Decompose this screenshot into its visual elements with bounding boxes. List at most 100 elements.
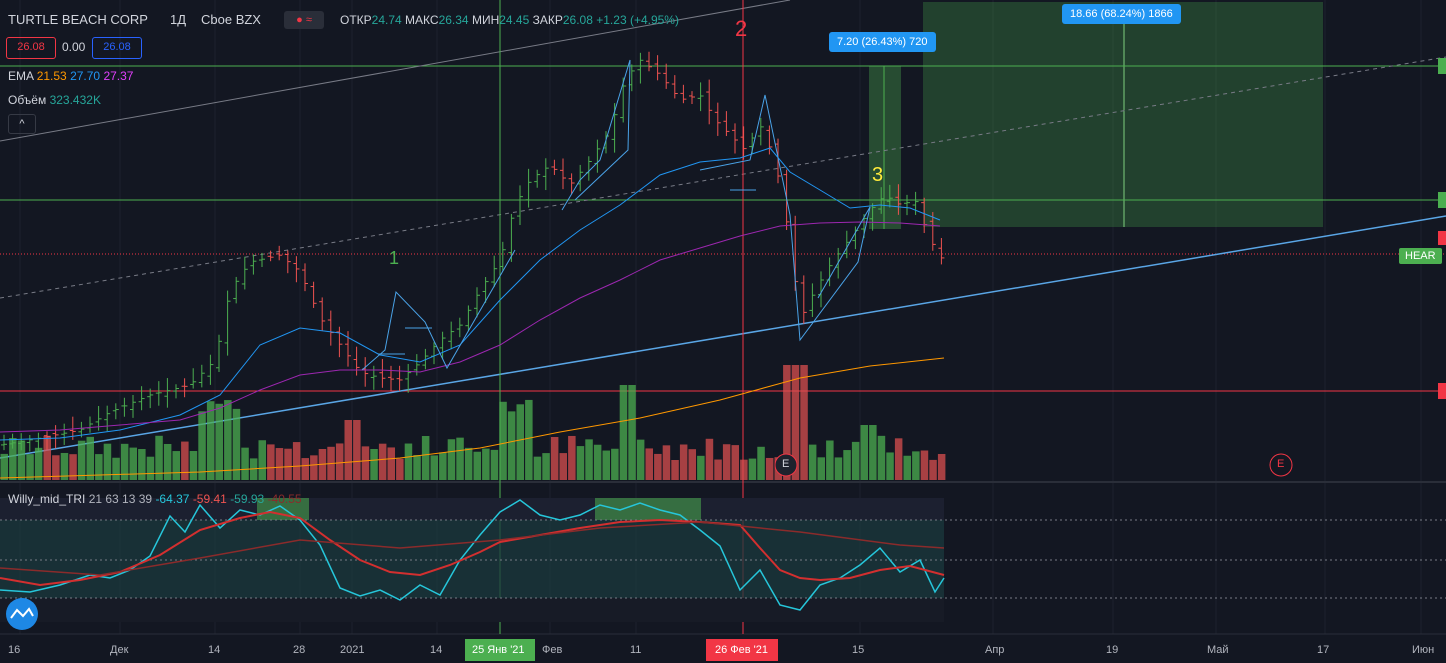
volume-bar <box>757 446 765 480</box>
ema-label[interactable]: EMA <box>8 69 34 83</box>
volume-bar <box>387 447 395 480</box>
volume-bar <box>26 454 34 480</box>
volume-bar <box>292 442 301 480</box>
volume-bar <box>602 450 610 480</box>
x-tick: 14 <box>208 644 221 656</box>
high-label: МАКС <box>405 13 439 27</box>
volume-bar <box>929 459 937 480</box>
wave-drawing-2 <box>561 59 631 211</box>
indicator-value-1: -64.37 <box>155 492 190 506</box>
x-tick: 19 <box>1106 644 1119 656</box>
volume-bar <box>335 443 344 480</box>
low-label: МИН <box>471 13 500 27</box>
ema-slow-line <box>0 357 945 479</box>
volume-bar <box>456 437 464 480</box>
volume-bar <box>138 449 146 480</box>
measure-label-big[interactable]: 18.66 (68.24%) 1866 <box>1062 4 1181 24</box>
logo-wave <box>10 607 34 619</box>
sell-price-button[interactable]: 26.08 <box>6 37 56 59</box>
axis-marker-green-mid <box>1438 192 1446 208</box>
volume-value: 323.432K <box>49 93 101 107</box>
earnings-marker-past[interactable] <box>774 453 798 477</box>
volume-bar <box>671 459 679 480</box>
volume-bar <box>869 425 877 480</box>
volume-bar <box>740 459 748 480</box>
interval[interactable]: 1Д <box>170 12 187 27</box>
axis-marker-red-2 <box>1438 383 1446 399</box>
low-value: 24.45 <box>499 13 530 27</box>
measure-label-small[interactable]: 7.20 (26.43%) 720 <box>829 32 936 52</box>
volume-bar <box>800 365 808 480</box>
osc-band-mid <box>0 520 944 598</box>
volume-bar <box>705 438 714 480</box>
x-tick: 17 <box>1317 644 1330 656</box>
volume-bar <box>662 445 671 480</box>
volume-bar <box>181 441 189 480</box>
x-highlight-feb26-bg <box>706 639 778 661</box>
volume-bar <box>344 420 352 480</box>
volume-bar <box>52 455 60 480</box>
volume-bar <box>516 404 524 480</box>
volume-bar <box>77 440 86 480</box>
volume-bar <box>808 444 817 480</box>
volume-bar <box>714 459 722 480</box>
volume-bar <box>275 448 284 480</box>
volume-bar <box>722 444 731 480</box>
collapse-legend-button[interactable]: ^ <box>8 114 36 134</box>
volume-bar <box>817 457 825 480</box>
visibility-toggle-icon[interactable]: ● ≈ <box>284 11 324 29</box>
volume-bar <box>86 436 94 480</box>
trendline-upper-channel <box>0 0 791 142</box>
volume-bar <box>473 451 481 480</box>
volume-bar <box>60 452 69 480</box>
x-tick: Июн <box>1412 644 1435 656</box>
ema-fast-line <box>0 147 941 441</box>
volume-bar <box>748 458 757 480</box>
wave-label-1: 1 <box>389 248 400 268</box>
buy-price-button[interactable]: 26.08 <box>92 37 142 59</box>
indicator-name[interactable]: Willy_mid_TRI <box>8 492 86 506</box>
volume-bar <box>783 365 791 480</box>
x-tick: 2021 <box>340 644 365 656</box>
earnings-marker-future[interactable] <box>1269 453 1293 477</box>
volume-bar <box>585 439 593 480</box>
volume-bar <box>172 451 180 480</box>
volume-bar <box>404 443 413 480</box>
open-label: ОТКР <box>340 13 372 27</box>
volume-bar <box>619 385 628 480</box>
x-tick: 28 <box>293 644 306 656</box>
projection-zone-small <box>869 66 901 229</box>
volume-label[interactable]: Объём <box>8 93 47 107</box>
volume-bar <box>697 455 705 480</box>
osc-band-bottom <box>0 598 944 622</box>
volume-bar <box>103 443 112 480</box>
volume-bar <box>645 448 653 480</box>
volume-bar <box>507 411 516 480</box>
symbol-name[interactable]: TURTLE BEACH CORP <box>8 12 148 27</box>
volume-bar <box>568 435 576 480</box>
volume-bar <box>886 452 894 480</box>
earnings-label-past: E <box>782 458 790 470</box>
volume-bar <box>550 436 559 480</box>
volume-bar <box>267 444 275 480</box>
volume-bar <box>43 435 51 480</box>
volume-bar <box>224 400 232 480</box>
osc-line-signal <box>0 510 945 587</box>
x-highlight-jan25-bg <box>465 639 535 661</box>
volume-bar <box>920 450 929 480</box>
volume-bar <box>301 458 309 480</box>
osc-line-slow <box>0 521 945 576</box>
ema-value-2: 27.70 <box>70 69 101 83</box>
volume-bar <box>576 446 585 480</box>
volume-bar <box>0 453 8 480</box>
volume-bar <box>120 443 129 480</box>
volume-bar <box>593 444 602 480</box>
volume-bar <box>95 454 103 480</box>
volume-bar <box>430 455 438 480</box>
x-tick: Апр <box>985 644 1005 656</box>
volume-bar <box>877 435 886 480</box>
x-tick: 15 <box>852 644 865 656</box>
osc-line-fast <box>0 499 945 611</box>
volume-bar <box>791 365 800 480</box>
